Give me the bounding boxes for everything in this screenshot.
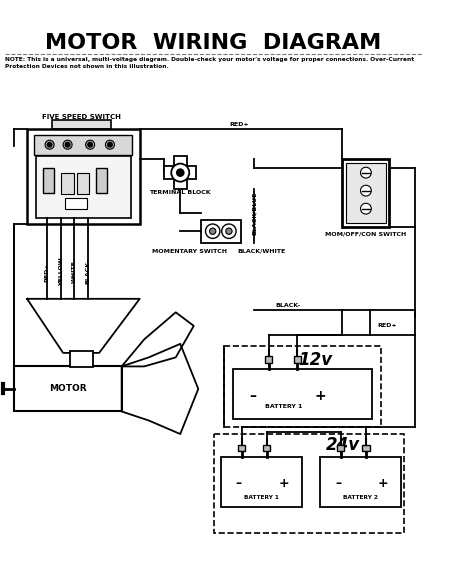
Circle shape [361,203,371,214]
Circle shape [65,142,70,147]
Text: 24v: 24v [326,436,360,454]
Circle shape [86,140,95,149]
Text: MOTOR  WIRING  DIAGRAM: MOTOR WIRING DIAGRAM [46,33,382,53]
Bar [233,369,372,419]
Text: 12v: 12v [298,351,332,369]
Bar [65,198,87,209]
Bar [61,173,74,194]
Text: RED+: RED+ [45,262,49,282]
Circle shape [210,228,216,234]
Bar [174,157,187,189]
Bar [27,130,140,224]
Text: BLACK-: BLACK- [276,302,301,308]
Circle shape [361,167,371,178]
Bar [215,434,404,533]
Circle shape [45,140,54,149]
Bar [52,120,111,130]
Bar [77,173,89,194]
Text: RED+: RED+ [378,323,397,328]
Bar [362,445,370,451]
Polygon shape [27,299,140,353]
Bar [36,157,131,218]
Bar [164,166,196,179]
Bar [320,457,401,507]
Polygon shape [122,344,198,434]
Bar [96,168,107,194]
Text: BATTERY 1: BATTERY 1 [244,495,279,499]
Text: TERMINAL BLOCK: TERMINAL BLOCK [149,190,211,195]
Circle shape [63,140,72,149]
Text: BATTERY 2: BATTERY 2 [343,495,378,499]
Text: BLACK-: BLACK- [86,259,91,285]
Bar [238,445,245,451]
Circle shape [105,140,114,149]
Circle shape [361,185,371,196]
Bar [70,351,93,367]
Circle shape [88,142,92,147]
Bar [265,357,272,363]
Circle shape [226,228,232,234]
Text: BATTERY 1: BATTERY 1 [265,404,302,410]
Text: NOTE: This is a universal, multi-voltage diagram. Double-check your motor's volt: NOTE: This is a universal, multi-voltage… [5,57,414,69]
Circle shape [108,142,112,147]
Text: –: – [335,477,341,490]
Bar [201,219,241,243]
Polygon shape [122,312,194,366]
Bar [337,445,344,451]
Circle shape [222,224,236,238]
Bar [221,457,302,507]
Bar [14,366,122,411]
Bar [294,357,301,363]
Bar [343,159,389,227]
Text: MOM/OFF/CON SWITCH: MOM/OFF/CON SWITCH [325,232,407,236]
Text: BLACK/WHITE: BLACK/WHITE [237,249,285,253]
Text: +: + [279,477,289,490]
Text: –: – [249,389,256,403]
Circle shape [206,224,220,238]
Bar [34,135,132,154]
Text: BLACK/BLUE: BLACK/BLUE [252,191,256,235]
Text: +: + [378,477,388,490]
Bar [224,346,381,427]
Text: WHITE: WHITE [72,260,76,283]
Text: MOMENTARY SWITCH: MOMENTARY SWITCH [152,249,227,253]
Bar [43,168,54,194]
Text: +: + [314,389,326,403]
Text: MOTOR: MOTOR [49,384,86,393]
Text: FIVE SPEED SWITCH: FIVE SPEED SWITCH [42,114,120,120]
Circle shape [171,164,189,181]
Bar [346,163,386,223]
Circle shape [177,169,184,176]
Bar [263,445,270,451]
Text: YELLOW: YELLOW [59,257,64,286]
Text: RED+: RED+ [229,122,249,127]
Circle shape [47,142,52,147]
Text: –: – [236,477,242,490]
